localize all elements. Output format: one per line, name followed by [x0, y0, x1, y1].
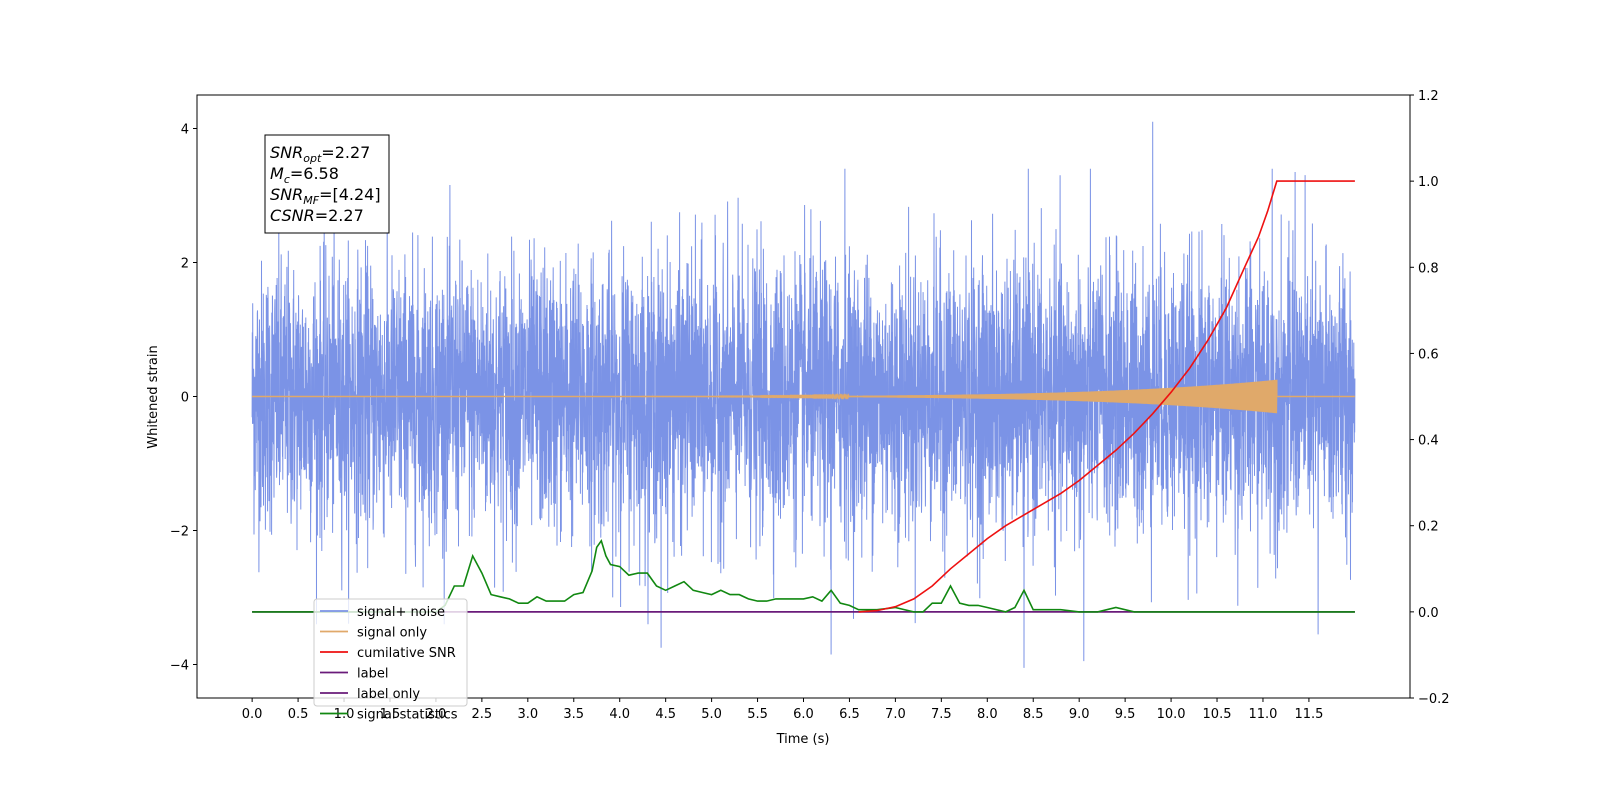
- x-tick-label: 11.5: [1294, 707, 1323, 722]
- x-tick-label: 6.0: [793, 707, 814, 722]
- annotation-line: SNRopt=2.27: [270, 143, 370, 165]
- legend-entry: signal+ noise: [357, 605, 445, 620]
- x-tick-label: 9.0: [1069, 707, 1090, 722]
- x-tick-label: 1.5: [380, 707, 401, 722]
- y2-tick-label: −0.2: [1418, 692, 1450, 707]
- y2-tick-label: 0.4: [1418, 434, 1439, 449]
- annotation-line: Mc=6.58: [270, 164, 339, 186]
- y-tick-label: −4: [170, 659, 189, 674]
- x-tick-label: 3.0: [517, 707, 538, 722]
- x-tick-label: 6.5: [839, 707, 860, 722]
- y2-tick-label: 1.2: [1418, 89, 1439, 104]
- x-tick-label: 10.5: [1203, 707, 1232, 722]
- x-tick-label: 5.0: [701, 707, 722, 722]
- legend-entry: signal only: [357, 626, 427, 641]
- x-tick-label: 7.5: [931, 707, 952, 722]
- y-axis-right: −0.2 0.0 0.2 0.4 0.6 0.8 1.0 1.2: [1410, 89, 1450, 707]
- x-tick-label: 0.5: [288, 707, 309, 722]
- x-tick-label: 11.0: [1248, 707, 1277, 722]
- x-axis: 0.0 0.5 1.0 1.5 2.0 2.5 3.0 3.5 4.0 4.5 5.0 5.5 6.0 6…: [242, 698, 1323, 722]
- y2-tick-label: 0.6: [1418, 347, 1439, 362]
- y-tick-label: 4: [181, 123, 189, 138]
- x-tick-label: 0.0: [242, 707, 263, 722]
- series-signal-statistics: [252, 539, 1355, 613]
- legend-frame: [313, 598, 468, 707]
- x-tick-label: 10.0: [1157, 707, 1186, 722]
- x-tick-label: 2.0: [426, 707, 447, 722]
- y-tick-label: 2: [181, 257, 189, 272]
- legend-entry: label: [357, 667, 388, 682]
- legend: signal+ noise signal only cumilative SNR la…: [313, 598, 468, 723]
- annotation-frame: [264, 134, 390, 234]
- y-axis-left: −4 −2 0 2 4: [170, 123, 197, 674]
- legend-entry: cumilative SNR: [357, 646, 456, 661]
- y-axis-label: Whitened strain: [146, 345, 161, 448]
- x-tick-label: 4.5: [655, 707, 676, 722]
- annotation-line: CSNR=2.27: [270, 206, 364, 225]
- x-tick-label: 9.5: [1115, 707, 1136, 722]
- x-axis-label: Time (s): [776, 732, 830, 747]
- y-tick-label: −2: [170, 525, 189, 540]
- y2-tick-label: 0.8: [1418, 261, 1439, 276]
- legend-entry: signal statistics: [357, 708, 458, 723]
- y2-tick-label: 0.2: [1418, 520, 1439, 535]
- y2-tick-label: 0.0: [1418, 606, 1439, 621]
- series-cumulative-snr: [858, 180, 1355, 613]
- x-tick-label: 1.0: [334, 707, 355, 722]
- annotation-line: SNRMF=[4.24]: [270, 185, 381, 207]
- y-tick-label: 0: [181, 391, 189, 406]
- x-tick-label: 4.0: [609, 707, 630, 722]
- x-tick-label: 3.5: [563, 707, 584, 722]
- x-tick-label: 2.5: [472, 707, 493, 722]
- y2-tick-label: 1.0: [1418, 175, 1439, 190]
- x-tick-label: 7.0: [885, 707, 906, 722]
- x-tick-label: 5.5: [747, 707, 768, 722]
- x-tick-label: 8.5: [1023, 707, 1044, 722]
- x-tick-label: 8.0: [977, 707, 998, 722]
- legend-entry: label only: [357, 687, 420, 702]
- series-signal-only: [252, 379, 1355, 414]
- series-signal-noise: [251, 121, 1356, 668]
